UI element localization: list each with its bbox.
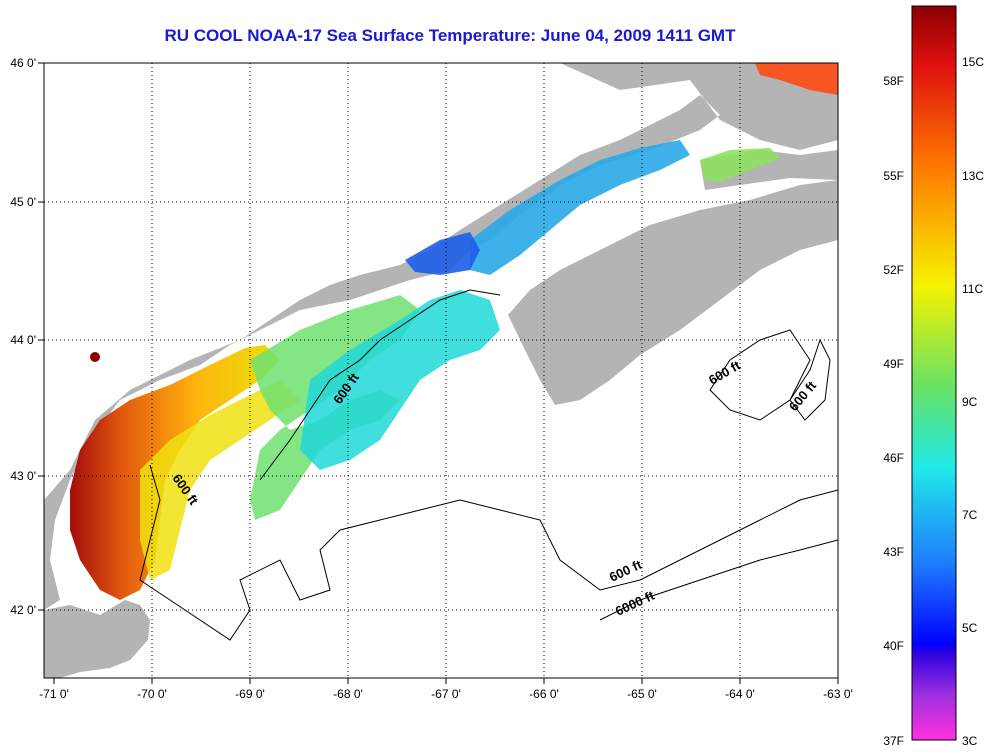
colorbar-f-label: 37F: [883, 734, 904, 748]
lon-label: -70 0': [137, 687, 167, 701]
sst-ne-warm: [755, 63, 838, 95]
land-cape-cod: [44, 600, 150, 678]
colorbar-f-label: 55F: [883, 169, 904, 183]
colorbar-c-label: 9C: [962, 395, 978, 409]
colorbar-f-label: 43F: [883, 545, 904, 559]
colorbar-c-label: 13C: [962, 169, 984, 183]
colorbar-c-label: 15C: [962, 55, 984, 69]
sst-coastal-yellow: [140, 380, 300, 580]
lon-label: -65 0': [627, 687, 657, 701]
lon-label: -71 0': [39, 687, 69, 701]
lat-label: 44 0': [10, 333, 36, 347]
colorbar-f-label: 49F: [883, 357, 904, 371]
map-title: RU COOL NOAA-17 Sea Surface Temperature:…: [164, 26, 736, 45]
sst-coastal-warm: [70, 345, 280, 600]
sst-cold-blue: [405, 232, 480, 275]
colorbar-c-label: 5C: [962, 621, 978, 635]
colorbar-c-label: 11C: [962, 282, 983, 296]
lat-label: 45 0': [10, 195, 36, 209]
sst-hotspot: [90, 352, 100, 362]
lon-label: -63 0': [823, 687, 853, 701]
sst-bay-green: [700, 148, 780, 182]
colorbar-scale: [911, 5, 957, 741]
lon-label: -69 0': [235, 687, 265, 701]
lat-label: 42 0': [10, 603, 36, 617]
longitude-labels: -71 0' -70 0' -69 0' -68 0' -67 0' -66 0…: [39, 687, 853, 701]
colorbar-f-label: 46F: [883, 451, 904, 465]
colorbar-c-label: 7C: [962, 508, 978, 522]
land-new-england: [44, 63, 838, 610]
colorbar-f-label: 52F: [883, 263, 904, 277]
axis-ticks: [38, 62, 839, 684]
colorbar-c-label: 3C: [962, 734, 978, 748]
lat-label: 46 0': [10, 56, 36, 70]
lon-label: -68 0': [333, 687, 363, 701]
sst-central-cyan: [300, 290, 500, 470]
sst-bay-of-fundy: [470, 140, 690, 275]
latitude-labels: 46 0' 45 0' 44 0' 43 0' 42 0': [10, 56, 36, 617]
lat-label: 43 0': [10, 469, 36, 483]
colorbar: 58F 55F 52F 49F 46F 43F 40F 37F 15C 13C …: [883, 5, 984, 748]
lon-label: -66 0': [529, 687, 559, 701]
land-nova-scotia: [508, 180, 838, 405]
colorbar-f-label: 58F: [883, 74, 904, 88]
lon-label: -67 0': [431, 687, 461, 701]
depth-contours: [139, 289, 838, 641]
lon-label: -64 0': [725, 687, 755, 701]
colorbar-f-label: 40F: [883, 639, 904, 653]
grid-lines: [44, 63, 838, 678]
